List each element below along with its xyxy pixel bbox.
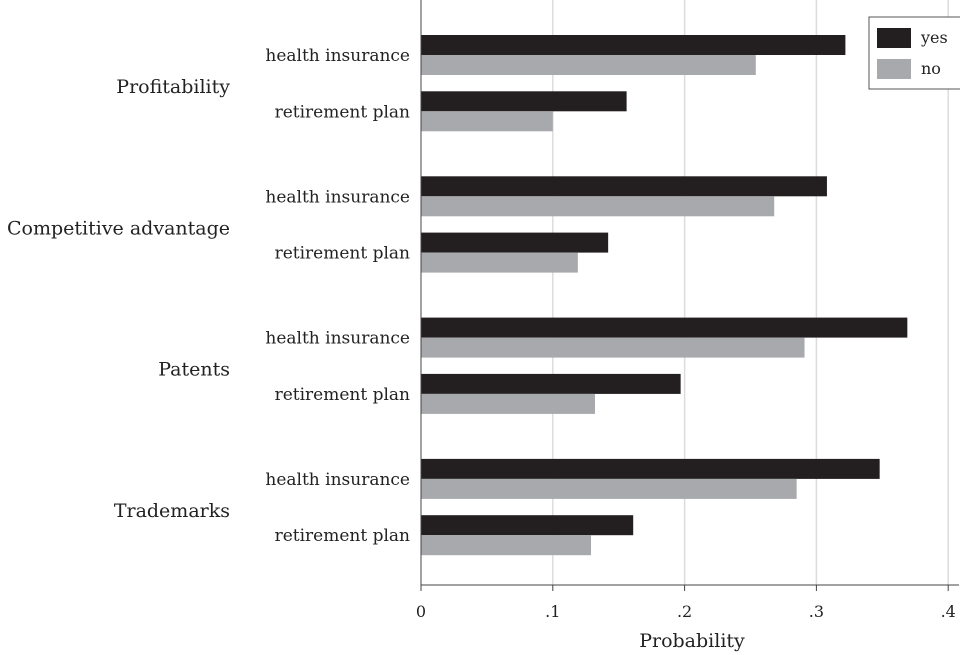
- bar-yes: [421, 515, 634, 536]
- bar-no: [421, 478, 797, 499]
- category-label: retirement plan: [275, 385, 410, 405]
- bar-no: [421, 252, 578, 273]
- legend-swatch-yes: [877, 28, 911, 48]
- bar-no: [421, 55, 756, 75]
- bar-no: [421, 535, 592, 556]
- bar-no: [421, 393, 595, 414]
- category-label: health insurance: [265, 470, 410, 490]
- legend-swatch-no: [877, 59, 911, 79]
- category-label: retirement plan: [275, 244, 410, 264]
- legend: yes no: [868, 16, 960, 90]
- bar-yes: [421, 317, 908, 338]
- x-tick-label: .3: [809, 602, 824, 621]
- category-label: health insurance: [265, 46, 410, 66]
- bar-yes: [421, 35, 846, 55]
- bar-no: [421, 111, 553, 132]
- x-axis-ticks: 0 .1 .2 .3 .4: [416, 585, 956, 621]
- bar-yes: [421, 232, 609, 253]
- category-label: health insurance: [265, 329, 410, 349]
- legend-label-yes: yes: [920, 28, 948, 47]
- category-label: retirement plan: [275, 102, 410, 122]
- group-label: Trademarks: [114, 500, 230, 522]
- bars: [421, 35, 908, 556]
- legend-label-no: no: [921, 59, 941, 78]
- x-axis-title: Probability: [639, 630, 745, 652]
- bar-no: [421, 196, 775, 217]
- x-tick-label: 0: [416, 602, 426, 621]
- bar-yes: [421, 373, 681, 394]
- category-label: retirement plan: [275, 526, 410, 546]
- bar-yes: [421, 458, 880, 479]
- category-labels: health insurance retirement plan Profitabi…: [7, 46, 410, 546]
- group-label: Profitability: [116, 76, 230, 98]
- group-label: Patents: [158, 359, 230, 381]
- bar-no: [421, 337, 805, 358]
- category-label: health insurance: [265, 187, 410, 207]
- x-tick-label: .2: [677, 602, 692, 621]
- x-tick-label: .4: [941, 602, 956, 621]
- bar-yes: [421, 91, 627, 112]
- group-label: Competitive advantage: [7, 217, 230, 239]
- x-tick-label: .1: [545, 602, 560, 621]
- bar-yes: [421, 176, 827, 197]
